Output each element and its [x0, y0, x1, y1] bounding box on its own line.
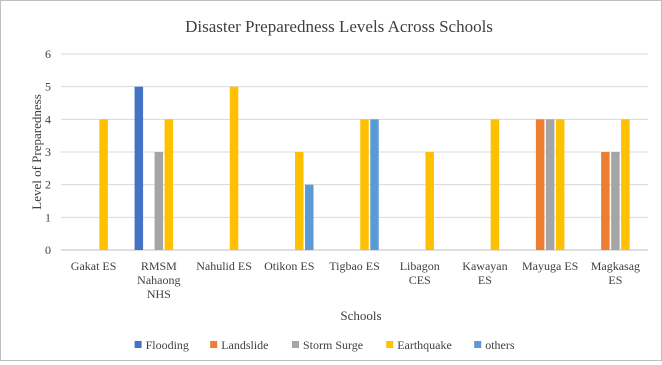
y-tick-label-6: 6 [45, 47, 51, 61]
x-tick-label-7: Mayuga ES [522, 259, 578, 273]
y-tick-label-5: 5 [45, 80, 51, 94]
x-tick-labels: Gakat ES RMSM Nahaong NHS Nahulid ES Otikon E… [71, 259, 640, 301]
bar-earthquake-4 [360, 119, 369, 250]
x-tick-label-6: Kawayan ES [462, 259, 507, 287]
legend-swatch-0 [134, 341, 142, 348]
bar-flooding-1 [134, 86, 144, 251]
x-tick-label-2: Nahulid ES [196, 259, 252, 273]
bar-earthquake-8 [621, 119, 630, 250]
bar-others-4 [370, 119, 379, 250]
bars [99, 86, 630, 251]
legend: Flooding Landslide Storm Surge Earthquake ot… [134, 338, 515, 352]
bar-earthquake-7 [555, 119, 565, 250]
legend-swatch-3 [386, 341, 394, 348]
legend-label-0: Flooding [146, 338, 189, 352]
x-tick-label-1: RMSM Nahaong NHS [137, 259, 180, 301]
bar-earthquake-0 [99, 119, 108, 250]
chart-title: Disaster Preparedness Levels Across Scho… [185, 17, 493, 36]
x-tick-label-8: Magkasag ES [591, 259, 640, 287]
bar-storm-surge-8 [611, 152, 620, 250]
y-tick-label-1: 1 [45, 210, 51, 224]
y-tick-label-4: 4 [45, 112, 51, 126]
bar-storm-surge-1 [154, 152, 164, 250]
bar-earthquake-6 [490, 119, 500, 250]
legend-label-2: Storm Surge [303, 338, 363, 352]
legend-item-2: Storm Surge [292, 338, 363, 352]
x-axis-label: Schools [340, 308, 381, 323]
y-tick-label-0: 0 [45, 243, 51, 257]
y-tick-label-3: 3 [45, 145, 51, 159]
bar-earthquake-3 [295, 152, 304, 250]
legend-label-4: others [485, 338, 515, 352]
bar-earthquake-1 [164, 119, 174, 250]
legend-label-1: Landslide [221, 338, 268, 352]
x-tick-label-5: Libagon CES [400, 259, 440, 287]
legend-swatch-1 [210, 341, 218, 348]
legend-swatch-4 [474, 341, 482, 348]
legend-item-1: Landslide [210, 338, 269, 352]
y-tick-label-2: 2 [45, 178, 51, 192]
legend-item-0: Flooding [134, 338, 189, 352]
bar-storm-surge-7 [545, 119, 555, 250]
legend-label-3: Earthquake [397, 338, 452, 352]
bar-landslide-8 [601, 152, 610, 250]
x-tick-label-3: Otikon ES [264, 259, 314, 273]
legend-item-4: others [474, 338, 515, 352]
x-tick-label-4: Tigbao ES [329, 259, 380, 273]
bar-landslide-7 [535, 119, 545, 250]
x-tick-label-0: Gakat ES [71, 259, 117, 273]
y-tick-labels: 0 1 2 3 4 5 6 [45, 47, 51, 257]
legend-swatch-2 [292, 341, 299, 348]
bar-earthquake-2 [229, 86, 239, 251]
legend-item-3: Earthquake [386, 338, 452, 352]
y-axis-label: Level of Preparedness [29, 94, 44, 210]
bar-others-3 [305, 184, 314, 250]
bar-earthquake-5 [425, 152, 434, 250]
